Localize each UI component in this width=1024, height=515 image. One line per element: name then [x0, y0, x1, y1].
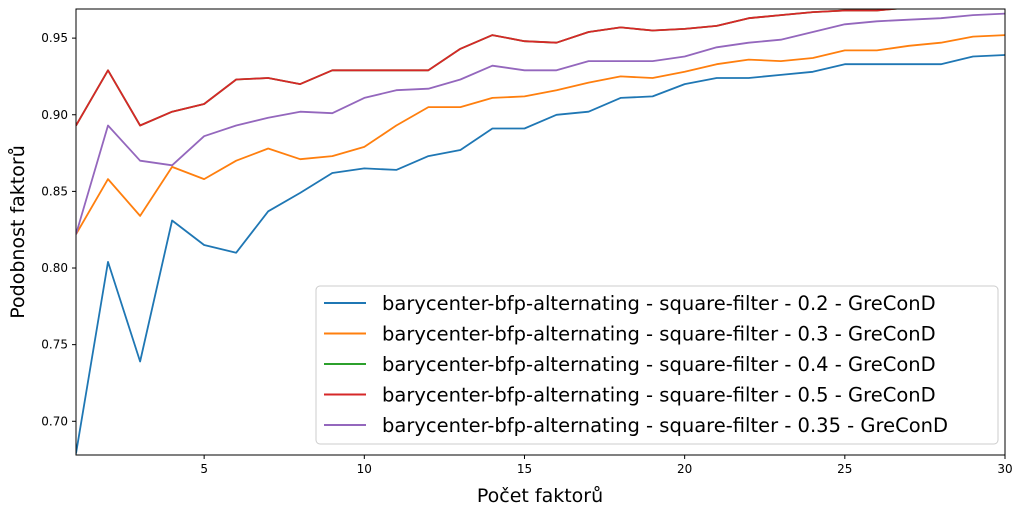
legend-label-1: barycenter-bfp-alternating - square-filt… — [382, 292, 936, 315]
legend-label-3: barycenter-bfp-alternating - square-filt… — [382, 353, 936, 376]
y-tick-label: 0.85 — [41, 184, 68, 198]
y-tick-label: 0.70 — [41, 414, 68, 428]
series-line-5 — [76, 12, 1005, 235]
x-tick-label: 5 — [200, 462, 208, 476]
legend-box — [315, 285, 999, 445]
series-line-2 — [76, 34, 1005, 235]
legend: barycenter-bfp-alternating - square-filt… — [315, 285, 999, 445]
x-tick-label: 10 — [357, 462, 372, 476]
legend-label-2: barycenter-bfp-alternating - square-filt… — [382, 323, 936, 346]
x-axis-label: Počet faktorů — [477, 485, 603, 507]
y-axis-label: Podobnost faktorů — [7, 145, 29, 318]
x-tick-label: 30 — [997, 462, 1012, 476]
ticks-layer: 5 10 15 20 25 30 0.70 0.75 0.80 0.85 0.90 0.95 — [41, 31, 1012, 476]
y-tick-label: 0.75 — [41, 338, 68, 352]
y-tick-label: 0.90 — [41, 108, 68, 122]
series-line-1 — [76, 54, 1005, 454]
series-line-4 — [76, 9, 903, 127]
x-tick-label: 15 — [517, 462, 532, 476]
x-tick-label: 20 — [677, 462, 692, 476]
y-tick-label: 0.80 — [41, 261, 68, 275]
y-tick-label: 0.95 — [41, 31, 68, 45]
legend-label-4: barycenter-bfp-alternating - square-filt… — [382, 384, 936, 407]
plot-frame — [75, 8, 1006, 456]
x-tick-label: 25 — [837, 462, 852, 476]
series-layer — [76, 9, 1005, 454]
legend-label-5: barycenter-bfp-alternating - square-filt… — [382, 414, 948, 437]
